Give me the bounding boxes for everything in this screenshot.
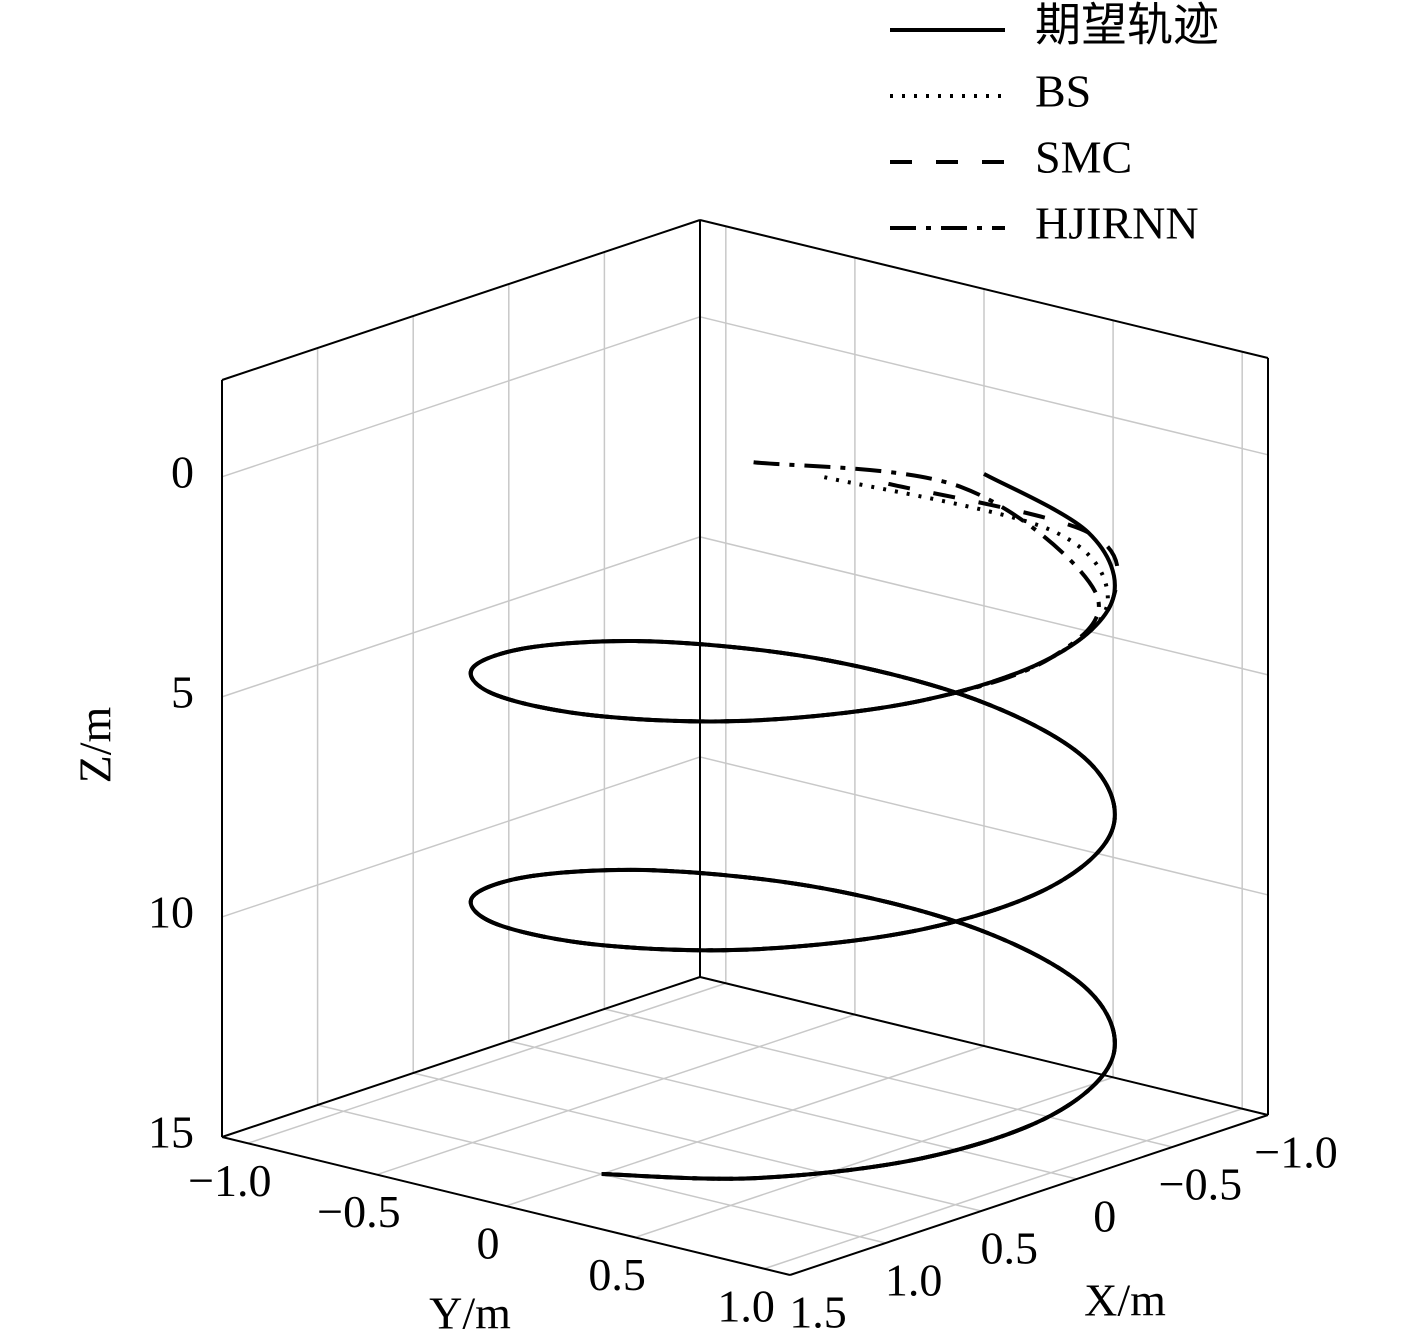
x-tick-label: −0.5 — [1159, 1159, 1242, 1210]
grid-line — [221, 756, 701, 918]
x-tick-label: 1.5 — [789, 1287, 847, 1338]
grid-line — [505, 1045, 985, 1207]
x-tick-label: 1.0 — [885, 1255, 943, 1306]
z-tick-label: 0 — [171, 446, 194, 497]
legend-label: 期望轨迹 — [1035, 0, 1219, 51]
axis-box-edge — [789, 1114, 1269, 1276]
axis-box-edge — [221, 219, 701, 381]
legend-label: SMC — [1035, 132, 1132, 183]
y-tick-label: −1.0 — [188, 1155, 271, 1206]
grid-line — [247, 982, 727, 1144]
legend-label: BS — [1035, 66, 1091, 117]
grid-line — [221, 316, 701, 478]
grid-line — [221, 536, 701, 698]
x-tick-label: −1.0 — [1254, 1127, 1337, 1178]
z-axis-label: Z/m — [70, 706, 121, 783]
x-tick-label: 0 — [1093, 1191, 1116, 1242]
z-tick-label: 5 — [171, 666, 194, 717]
x-tick-label: 0.5 — [980, 1223, 1038, 1274]
grid-line — [763, 1108, 1243, 1270]
axis-box-edge — [699, 976, 1269, 1116]
y-tick-label: 0 — [477, 1218, 500, 1269]
z-tick-label: 10 — [148, 887, 194, 938]
y-tick-label: −0.5 — [317, 1186, 400, 1237]
axis-box-edge — [221, 976, 701, 1138]
y-axis-label: Y/m — [429, 1288, 511, 1339]
grid-line — [376, 1013, 856, 1176]
axis-box-edge — [221, 1136, 791, 1276]
grid-line — [634, 1076, 1114, 1239]
series-line — [468, 460, 1117, 1181]
axis-box-edge — [699, 219, 1269, 359]
y-tick-label: 1.0 — [717, 1280, 775, 1331]
z-tick-label: 15 — [148, 1107, 194, 1158]
legend-label: HJIRNN — [1035, 198, 1199, 249]
x-axis-label: X/m — [1084, 1275, 1166, 1326]
y-tick-label: 0.5 — [588, 1249, 646, 1300]
